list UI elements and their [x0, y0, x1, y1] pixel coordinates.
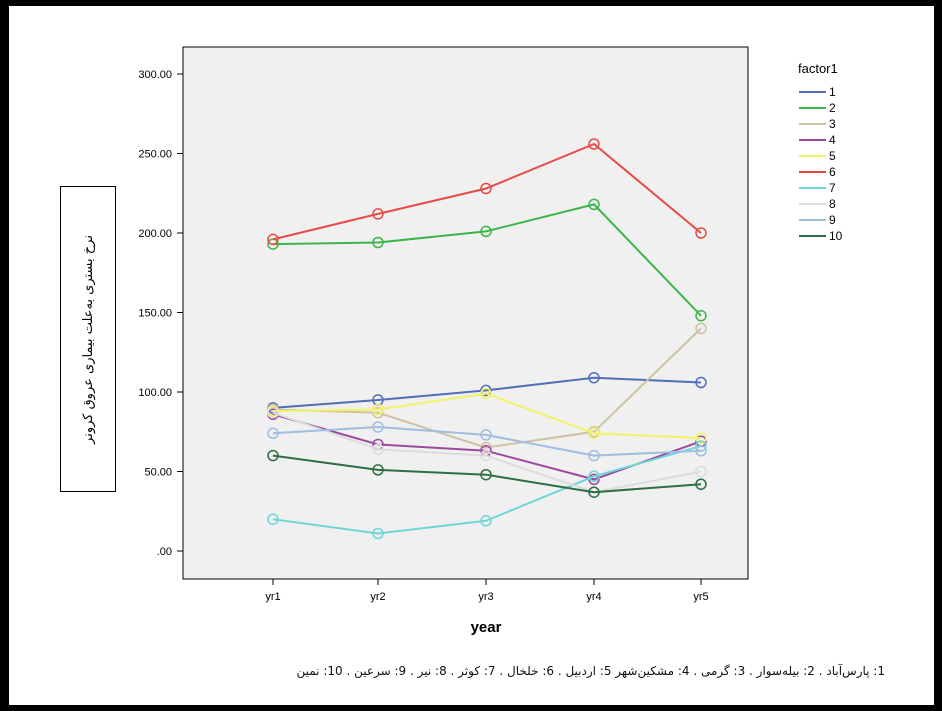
- legend: 1 2 3 4 5 6 7 8 9 10: [799, 85, 843, 243]
- figure-caption: 1: پارس‌آباد . 2: بیله‌سوار . 3: گرمی . …: [296, 664, 885, 678]
- series-8: [267, 406, 707, 498]
- x-tick-label: yr5: [693, 591, 708, 603]
- series-3: [267, 322, 707, 454]
- data-point: [480, 182, 492, 195]
- series-line: [272, 203, 702, 317]
- x-axis-title: year: [471, 619, 502, 636]
- legend-item-8: 8: [799, 197, 836, 211]
- legend-title: factor1: [798, 61, 838, 76]
- data-point: [372, 208, 384, 220]
- data-point: [480, 225, 492, 238]
- legend-item-4: 4: [799, 133, 836, 147]
- series-line: [272, 411, 702, 494]
- series-2: [267, 198, 707, 322]
- data-point: [588, 138, 600, 150]
- data-point: [267, 449, 279, 462]
- data-point: [267, 406, 279, 419]
- legend-label: 8: [829, 197, 836, 211]
- data-point: [372, 464, 384, 476]
- data-point: [695, 478, 707, 490]
- legend-item-1: 1: [799, 85, 836, 99]
- data-point: [480, 429, 492, 441]
- series-line: [272, 445, 702, 535]
- data-point: [267, 427, 279, 440]
- data-point: [372, 403, 384, 416]
- x-tick-label: yr1: [265, 591, 280, 603]
- series-line: [272, 327, 702, 449]
- data-point: [695, 445, 707, 457]
- legend-label: 3: [829, 117, 836, 131]
- legend-item-7: 7: [799, 181, 836, 195]
- series-line: [272, 454, 702, 494]
- y-tick-label: 200.00: [138, 228, 172, 240]
- data-point: [695, 465, 707, 478]
- data-point: [695, 227, 707, 239]
- series-6: [267, 138, 707, 246]
- legend-item-5: 5: [799, 149, 836, 163]
- legend-label: 5: [829, 149, 836, 163]
- legend-label: 4: [829, 133, 836, 147]
- legend-label: 9: [829, 213, 836, 227]
- data-point: [480, 468, 492, 481]
- series-10: [267, 449, 707, 498]
- legend-label: 1: [829, 85, 836, 99]
- y-axis-title-box: نرخ بستری به‌علت بیماری عروق کرونر: [60, 186, 116, 492]
- data-point: [372, 421, 384, 433]
- legend-item-10: 10: [799, 229, 843, 243]
- data-point: [480, 384, 492, 397]
- data-point: [588, 449, 600, 462]
- data-point: [372, 406, 384, 419]
- data-point: [372, 236, 384, 249]
- data-point: [695, 432, 707, 444]
- data-point: [480, 515, 492, 527]
- series-9: [267, 421, 707, 462]
- data-point: [588, 371, 600, 384]
- data-point: [588, 486, 600, 498]
- y-tick-label: 300.00: [138, 69, 172, 81]
- data-point: [588, 427, 600, 440]
- data-point: [372, 527, 384, 540]
- x-tick-label: yr2: [370, 591, 385, 603]
- y-axis: .00 50.00 100.00 150.00 200.00 250.00 300.00: [138, 69, 183, 558]
- series-line: [272, 376, 702, 409]
- legend-label: 2: [829, 101, 836, 115]
- y-tick-label: 100.00: [138, 387, 172, 399]
- y-tick-label: 250.00: [138, 149, 172, 161]
- legend-item-2: 2: [799, 101, 836, 115]
- x-tick-label: yr4: [586, 591, 601, 603]
- data-point: [588, 470, 600, 483]
- legend-item-3: 3: [799, 117, 836, 131]
- data-point: [480, 449, 492, 462]
- data-point: [695, 376, 707, 389]
- x-axis: yr1 yr2 yr3 yr4 yr5: [265, 579, 709, 603]
- series-line: [272, 142, 702, 241]
- data-point: [372, 443, 384, 455]
- x-tick-label: yr3: [478, 591, 493, 603]
- legend-label: 7: [829, 181, 836, 195]
- data-point: [267, 233, 279, 246]
- data-point: [480, 387, 492, 400]
- series-line: [272, 425, 702, 457]
- plot-area: [182, 46, 749, 580]
- data-point: [695, 322, 707, 335]
- y-tick-label: .00: [157, 546, 172, 558]
- data-point: [480, 441, 492, 454]
- data-point: [695, 309, 707, 322]
- y-axis-title: نرخ بستری به‌علت بیماری عروق کرونر: [80, 234, 96, 444]
- data-point: [267, 513, 279, 525]
- series-layer: [267, 138, 707, 540]
- series-7: [267, 440, 707, 540]
- y-tick-label: 50.00: [144, 467, 172, 479]
- series-line: [272, 392, 702, 440]
- y-tick-label: 150.00: [138, 308, 172, 320]
- legend-item-6: 6: [799, 165, 836, 179]
- legend-label: 10: [829, 229, 843, 243]
- legend-item-9: 9: [799, 213, 836, 227]
- data-point: [588, 198, 600, 211]
- legend-label: 6: [829, 165, 836, 179]
